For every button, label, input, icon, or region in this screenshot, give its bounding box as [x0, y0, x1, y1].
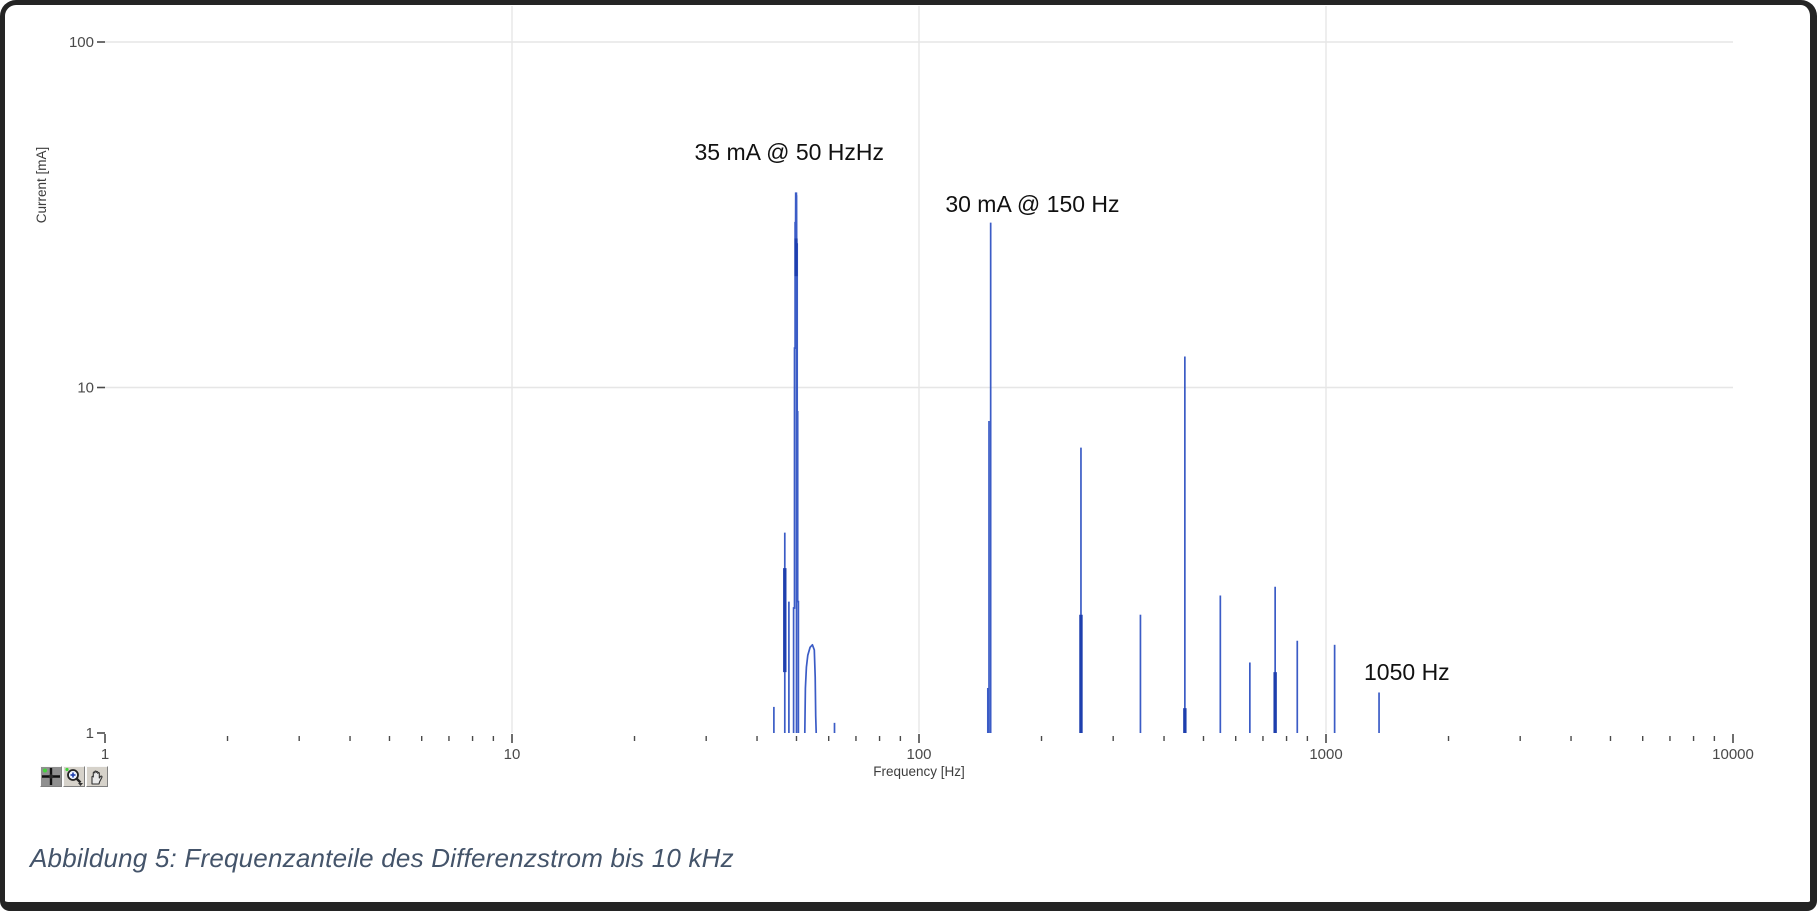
- annotation-0: 35 mA @ 50 HzHz: [694, 139, 884, 165]
- y-tick-label: 100: [69, 34, 94, 51]
- pan-tool-button[interactable]: [86, 766, 108, 787]
- x-tick-label: 10000: [1712, 746, 1754, 763]
- annotation-2: 1050 Hz: [1364, 659, 1450, 685]
- figure-caption: Abbildung 5: Frequenzanteile des Differe…: [30, 843, 734, 873]
- annotation-1: 30 mA @ 150 Hz: [945, 191, 1119, 217]
- crosshair-icon: [42, 768, 60, 785]
- x-tick-label: 1: [101, 746, 109, 763]
- zoom-tool-button[interactable]: [63, 766, 85, 787]
- y-axis-label: Current [mA]: [34, 147, 49, 224]
- y-tick-label: 10: [77, 380, 94, 397]
- magnifier-icon: [65, 767, 83, 786]
- x-tick-label: 10: [504, 746, 521, 763]
- graph-palette: [40, 766, 108, 787]
- y-tick-label: 1: [86, 725, 94, 742]
- spectrum-peak-50hz-outline: [792, 192, 800, 733]
- spectrum-dome-55hz: [803, 643, 818, 734]
- x-axis-label: Frequency [Hz]: [873, 764, 965, 779]
- cursor-tool-button[interactable]: [40, 766, 62, 787]
- x-tick-label: 100: [906, 746, 931, 763]
- x-tick-label: 1000: [1309, 746, 1342, 763]
- hand-icon: [91, 770, 103, 785]
